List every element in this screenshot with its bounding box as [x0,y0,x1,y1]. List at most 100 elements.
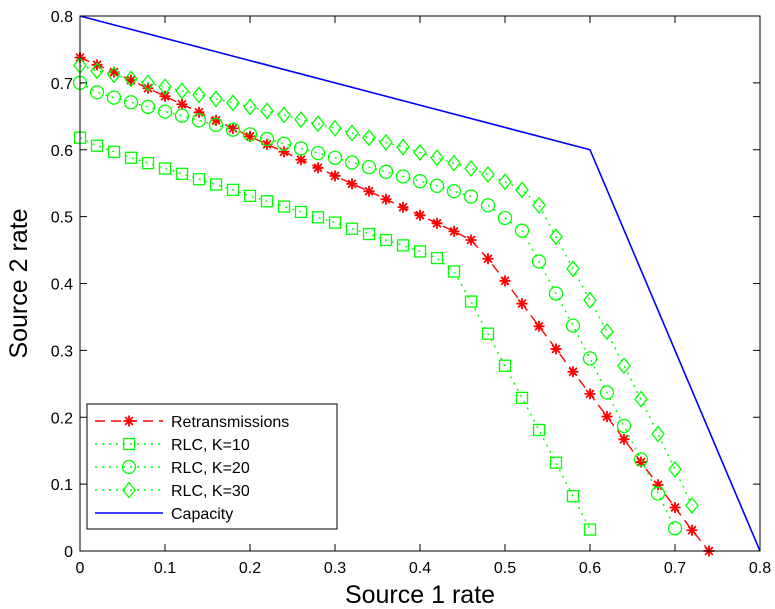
data-point-asterisk [227,122,239,134]
data-point-asterisk [329,170,341,182]
legend-item: Capacity [95,506,233,523]
data-point-circle [106,90,122,105]
legend-label: RLC, K=30 [171,483,250,500]
data-point-diamond [396,138,410,156]
series-line [79,15,761,552]
data-point-diamond [277,106,291,124]
data-point-square [311,211,325,224]
data-point-asterisk [533,320,545,332]
y-tick-label: 0.4 [51,277,73,294]
data-point-square [294,205,308,219]
data-point-circle [123,95,139,110]
data-point-square [379,233,393,247]
data-point-diamond [532,196,546,214]
data-point-asterisk [91,59,103,71]
data-point-circle [276,136,292,151]
data-point-circle [429,178,445,194]
data-point-circle [514,223,530,238]
series-line [79,137,591,530]
data-point-circle [480,198,496,213]
data-point-square [90,139,104,152]
data-point-circle [497,210,513,226]
data-point-diamond [430,149,444,167]
x-tick-label: 0.4 [409,560,431,577]
y-tick-label: 0.7 [51,76,73,93]
x-tick-label: 0.2 [239,560,261,577]
data-point-asterisk [686,524,698,536]
y-axis-label: Source 2 rate [5,208,33,358]
data-point-diamond [600,323,614,341]
legend-label: Retransmissions [171,414,289,431]
y-tick-label: 0 [64,544,73,561]
data-point-asterisk [465,234,477,246]
legend-label: Capacity [171,506,233,523]
legend-label: RLC, K=20 [171,460,250,477]
legend-item: RLC, K=20 [95,459,250,477]
data-point-square [464,295,478,308]
data-point-square [362,227,376,241]
data-point-circle [650,486,666,501]
data-point-asterisk [550,343,562,355]
data-point-circle [412,174,428,189]
data-point-circle [582,351,598,366]
data-point-diamond [634,390,648,408]
data-point-diamond [566,260,580,278]
data-point-square [447,265,461,278]
data-point-asterisk [363,185,375,197]
data-point-circle [191,113,207,128]
x-axis-label: Source 1 rate [345,581,495,609]
axes-layer: 0 0.1 0.2 0.3 0.4 0.5 0.6 0.7 0.8 0 0.1 0.2 0.3 0.4 0.… [51,9,771,577]
data-point-diamond [243,98,257,116]
data-point-diamond [583,291,597,309]
data-point-circle [327,150,343,165]
series-3 [73,56,699,515]
data-point-diamond [498,173,512,191]
data-point-diamond [158,78,172,96]
data-point-diamond [90,62,104,80]
data-point-diamond [226,94,240,112]
data-point-square [498,359,512,372]
series-2 [72,75,683,536]
data-point-circle [531,254,547,269]
data-point-diamond [549,228,563,246]
data-point-asterisk [601,411,613,423]
x-tick-label: 0.7 [664,560,686,577]
data-point-asterisk [142,82,154,94]
data-point-diamond [345,124,359,142]
legend-marker-circle [121,459,137,475]
data-point-asterisk [159,90,171,102]
data-point-asterisk [431,217,443,229]
data-point-circle [208,117,224,133]
data-point-circle [378,164,394,179]
data-point-square [107,145,121,158]
data-point-diamond [107,66,121,84]
data-point-square [260,195,274,208]
x-tick-label: 0.3 [324,560,346,577]
data-point-diamond [328,119,342,137]
legend-label: RLC, K=10 [171,437,250,454]
data-point-circle [174,108,190,123]
data-point-square [124,151,138,164]
data-point-asterisk [125,74,137,86]
data-point-square [532,423,546,437]
x-tick-label: 0 [76,560,85,577]
data-point-asterisk [295,154,307,166]
legend-item: RLC, K=10 [95,437,250,454]
x-tick-label: 0.6 [579,560,601,577]
legend-item: RLC, K=30 [95,481,250,500]
legend-item: Retransmissions [95,414,289,431]
data-point-asterisk [448,225,460,237]
y-tick-label: 0.2 [51,410,73,427]
data-point-square [192,173,206,186]
data-point-circle [89,85,105,100]
data-point-square [243,189,257,203]
data-point-diamond [464,159,478,178]
data-point-circle [565,318,581,333]
data-point-diamond [124,70,138,88]
data-point-diamond [379,133,393,151]
data-point-square [158,162,172,175]
data-point-circle [616,418,632,434]
x-tick-label: 0.1 [154,560,176,577]
data-point-square [277,200,291,213]
